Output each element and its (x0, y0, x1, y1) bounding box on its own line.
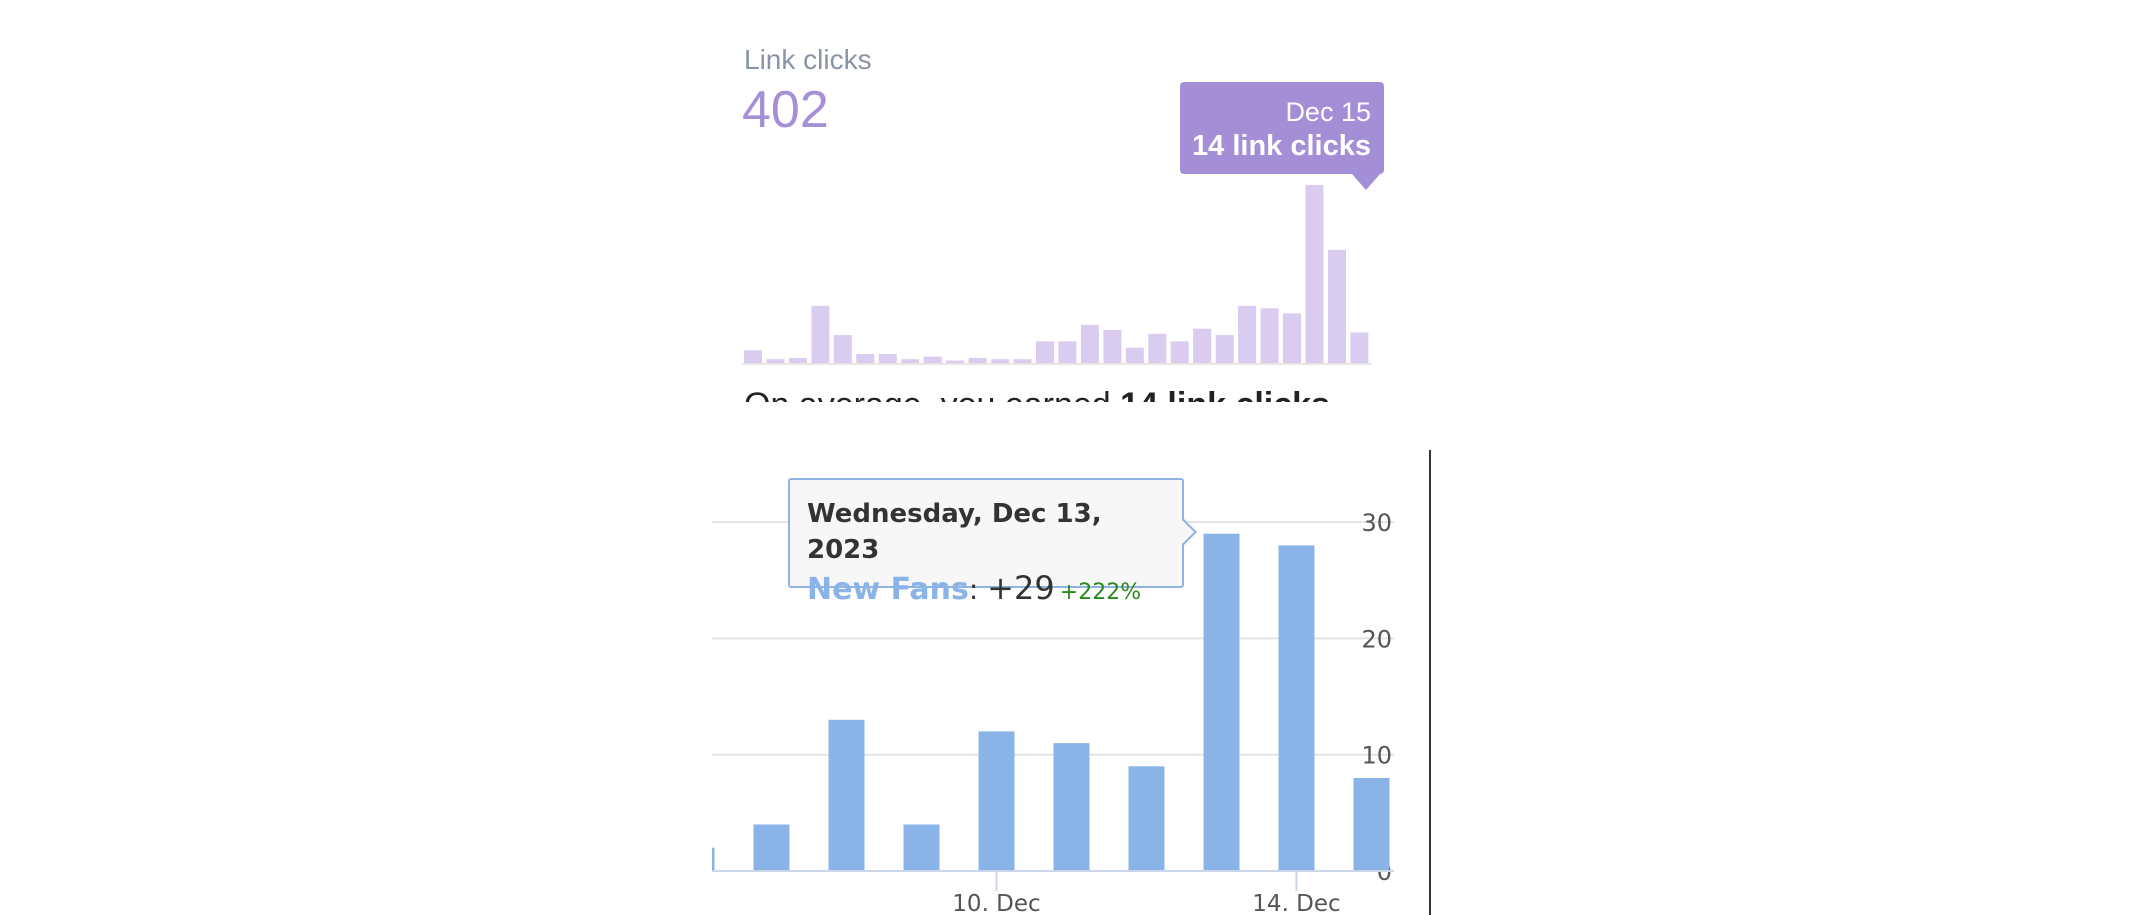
link-clicks-bar[interactable] (1305, 185, 1324, 363)
link-clicks-bar[interactable] (1283, 313, 1301, 363)
y-tick-label: 20 (1361, 625, 1392, 653)
link-clicks-bar[interactable] (946, 360, 965, 364)
link-clicks-bar[interactable] (991, 359, 1010, 363)
link-clicks-total: 402 (742, 81, 829, 139)
link-clicks-bar[interactable] (1125, 347, 1144, 363)
new-fans-bar[interactable] (1278, 545, 1315, 871)
link-clicks-bar[interactable] (1170, 341, 1189, 363)
link-clicks-chart (742, 185, 1372, 365)
link-clicks-bar[interactable] (856, 354, 875, 363)
link-clicks-bar[interactable] (1328, 249, 1346, 363)
link-clicks-bar[interactable] (1036, 341, 1054, 363)
tooltip-change: +222% (1059, 580, 1142, 605)
link-clicks-bar[interactable] (833, 335, 852, 363)
tooltip-series-name: New Fans (807, 572, 969, 607)
y-tick-label: 10 (1361, 742, 1392, 770)
new-fans-bar[interactable] (753, 824, 790, 872)
link-clicks-bar[interactable] (744, 350, 762, 363)
link-clicks-bar[interactable] (901, 359, 920, 363)
link-clicks-bar[interactable] (1260, 308, 1279, 363)
tooltip-value: 14 link clicks (1192, 130, 1371, 162)
y-tick-label: 30 (1361, 509, 1392, 537)
new-fans-bar[interactable] (828, 719, 865, 871)
new-fans-bar[interactable] (978, 731, 1015, 871)
link-clicks-bar[interactable] (811, 305, 830, 363)
average-prefix: On average, you earned (744, 386, 1120, 402)
link-clicks-bar[interactable] (1013, 359, 1032, 363)
new-fans-bar[interactable] (1053, 743, 1090, 871)
tooltip-date: Wednesday, Dec 13, 2023 (807, 499, 1102, 565)
link-clicks-bar[interactable] (923, 356, 942, 363)
new-fans-bar[interactable] (1203, 533, 1240, 871)
x-tick-label: 14. Dec (1252, 891, 1340, 915)
link-clicks-tooltip: Dec 15 14 link clicks (1180, 82, 1384, 190)
link-clicks-bar[interactable] (1350, 332, 1369, 364)
new-fans-tooltip: Wednesday, Dec 13, 2023 New Fans: +29 +2… (788, 478, 1197, 607)
link-clicks-bar[interactable] (1215, 335, 1234, 363)
link-clicks-bar[interactable] (1080, 324, 1099, 363)
tooltip-value: +29 (987, 569, 1055, 607)
new-fans-bar[interactable] (1353, 778, 1390, 871)
average-summary: On average, you earned 14 link clicks (744, 386, 1330, 402)
tooltip-date: Dec 15 (1285, 97, 1371, 127)
new-fans-bar[interactable] (903, 824, 940, 872)
link-clicks-bar[interactable] (1238, 305, 1257, 363)
tooltip-row: New Fans: +29 +222% (807, 569, 1142, 607)
x-tick-label: 10. Dec (952, 891, 1040, 915)
link-clicks-bar[interactable] (1058, 341, 1077, 363)
link-clicks-panel: Link clicks 402 Dec 15 14 link clicks On… (740, 40, 1400, 402)
link-clicks-bar[interactable] (968, 357, 987, 363)
link-clicks-bar[interactable] (788, 357, 807, 363)
link-clicks-bar[interactable] (766, 359, 785, 363)
link-clicks-bar[interactable] (878, 354, 897, 363)
link-clicks-label: Link clicks (744, 44, 872, 75)
new-fans-bar[interactable] (712, 847, 715, 871)
link-clicks-bar[interactable] (1148, 333, 1167, 363)
link-clicks-bar[interactable] (1193, 328, 1212, 363)
average-value: 14 link clicks (1120, 386, 1330, 402)
new-fans-bar[interactable] (1128, 766, 1165, 871)
link-clicks-bar[interactable] (1103, 329, 1122, 363)
